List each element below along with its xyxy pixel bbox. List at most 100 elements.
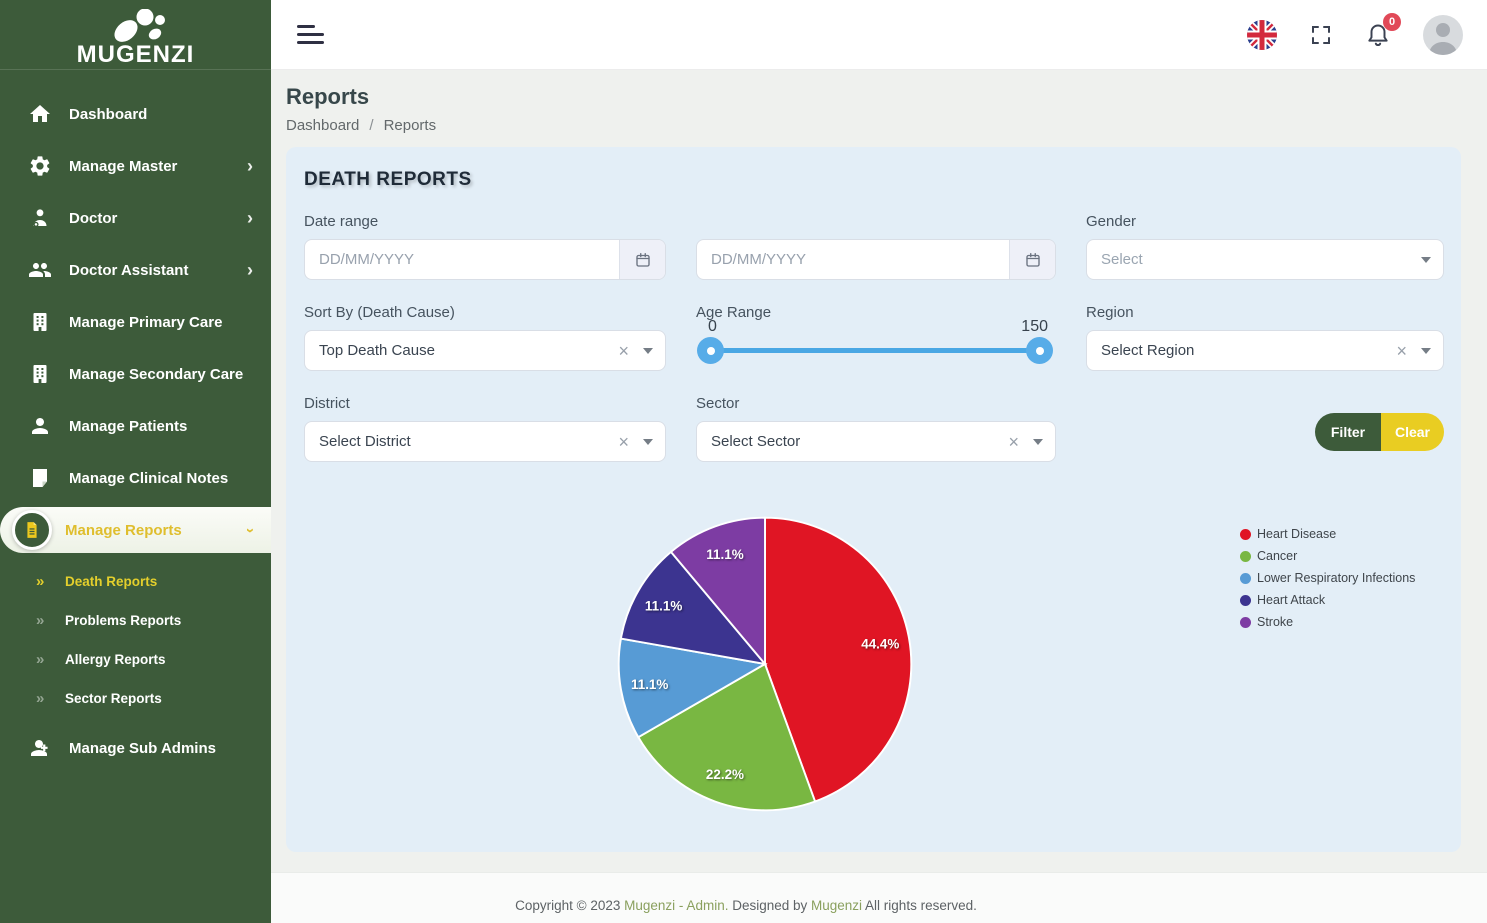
submenu-item-label: Allergy Reports [65, 652, 166, 667]
chevron-down-icon [1421, 256, 1431, 263]
gender-select-value: Select [1101, 251, 1143, 268]
sidebar-item-manage-patients[interactable]: Manage Patients [0, 400, 271, 452]
sidebar-item-label: Manage Master [69, 157, 178, 175]
date-from-calendar-button[interactable] [619, 240, 665, 279]
pie-slice-heart-disease[interactable] [764, 516, 913, 803]
chevron-right-icon: › [247, 259, 253, 280]
mugenzi-link[interactable]: Mugenzi [811, 898, 863, 913]
sidebar-item-manage-clinical-notes[interactable]: Manage Clinical Notes [0, 452, 271, 504]
submenu-item-allergy-reports[interactable]: » Allergy Reports [0, 640, 271, 679]
region-select[interactable]: Select Region × [1086, 330, 1444, 371]
brand-logo[interactable]: MUGENZI [0, 0, 271, 70]
date-to-field [696, 213, 1056, 280]
breadcrumb-dashboard[interactable]: Dashboard [286, 117, 360, 134]
breadcrumb-reports: Reports [383, 117, 437, 134]
district-select[interactable]: Select District × [304, 421, 666, 462]
pills-logo-icon [113, 8, 165, 42]
sector-select[interactable]: Select Sector × [696, 421, 1056, 462]
sector-select-value: Select Sector [711, 433, 801, 450]
legend-item-stroke[interactable]: Stroke [1240, 615, 1415, 629]
topbar: 0 [271, 0, 1487, 70]
sidebar-item-manage-master[interactable]: Manage Master › [0, 140, 271, 192]
topbar-actions: 0 [1247, 12, 1463, 55]
fullscreen-button[interactable] [1309, 23, 1333, 47]
sidebar-item-label: Doctor [69, 209, 118, 227]
legend-item-heart-attack[interactable]: Heart Attack [1240, 593, 1415, 607]
notifications-button[interactable]: 0 [1365, 12, 1401, 48]
legend-dot [1240, 528, 1251, 540]
age-range-slider[interactable] [697, 337, 1053, 364]
reports-submenu: » Death Reports » Problems Reports » All… [0, 556, 271, 722]
age-range-handle-max[interactable] [1026, 337, 1053, 364]
language-flag-button[interactable] [1247, 19, 1277, 50]
death-causes-pie-chart: 44.4% 22.2% 11.1% 11.1% 11.1% [611, 510, 919, 818]
mugenzi-admin-link[interactable]: Mugenzi - Admin. [624, 898, 729, 913]
district-field: District Select District × [304, 395, 666, 462]
sidebar-toggle-button[interactable] [297, 25, 324, 44]
legend-label: Cancer [1257, 549, 1298, 563]
submenu-item-death-reports[interactable]: » Death Reports [0, 562, 271, 601]
copyright-prefix: Copyright © 2023 [515, 898, 625, 913]
submenu-item-label: Sector Reports [65, 691, 162, 706]
pie-slice-label: 11.1% [631, 677, 668, 692]
clear-button[interactable]: Clear [1381, 413, 1444, 451]
uk-flag-icon [1247, 19, 1277, 50]
gender-field: Gender Select [1086, 213, 1444, 280]
brand-name: MUGENZI [76, 40, 195, 68]
home-icon [30, 105, 50, 122]
clear-selection-icon[interactable]: × [618, 340, 629, 361]
user-avatar[interactable] [1423, 14, 1463, 55]
clear-selection-icon[interactable]: × [1396, 340, 1407, 361]
clear-selection-icon[interactable]: × [1008, 431, 1019, 452]
copyright-middle: Designed by [728, 898, 812, 913]
sidebar-item-manage-reports[interactable]: Manage Reports › [0, 507, 271, 553]
sidebar-item-doctor[interactable]: Doctor › [0, 192, 271, 244]
legend-item-cancer[interactable]: Cancer [1240, 549, 1415, 563]
sidebar-item-label: Manage Clinical Notes [69, 469, 229, 487]
pie-slice-label: 11.1% [706, 547, 743, 562]
date-to-calendar-button[interactable] [1009, 240, 1055, 279]
legend-label: Heart Disease [1257, 527, 1337, 541]
district-select-value: Select District [319, 433, 411, 450]
submenu-item-label: Problems Reports [65, 613, 182, 628]
avatar-person-icon [1429, 22, 1457, 55]
filter-button[interactable]: Filter [1315, 413, 1381, 451]
age-range-max-value: 150 [1021, 318, 1048, 335]
pie-slice-heart-attack[interactable] [619, 550, 768, 666]
sidebar-item-dashboard[interactable]: Dashboard [0, 88, 271, 140]
sector-field: Sector Select Sector × [696, 395, 1056, 462]
pie-slice-stroke[interactable] [669, 516, 766, 667]
pie-slice-cancer[interactable] [636, 662, 817, 812]
date-to-input[interactable] [697, 240, 1009, 279]
pie-slice-label: 11.1% [645, 598, 682, 613]
legend-item-heart-disease[interactable]: Heart Disease [1240, 527, 1415, 541]
death-reports-panel: DEATH REPORTS Date range [286, 147, 1461, 852]
hospital-icon [33, 313, 47, 331]
pie-slice-lower-respiratory-infections[interactable] [617, 637, 768, 739]
submenu-item-sector-reports[interactable]: » Sector Reports [0, 679, 271, 718]
date-from-input[interactable] [305, 240, 619, 279]
region-field: Region Select Region × [1086, 304, 1444, 371]
legend-dot [1240, 616, 1251, 628]
sidebar-item-manage-secondary-care[interactable]: Manage Secondary Care [0, 348, 271, 400]
clear-selection-icon[interactable]: × [618, 431, 629, 452]
region-select-value: Select Region [1101, 342, 1195, 359]
sidebar-item-doctor-assistant[interactable]: Doctor Assistant › [0, 244, 271, 296]
sidebar-item-manage-sub-admins[interactable]: Manage Sub Admins [0, 722, 271, 774]
legend-item-lower-respiratory-infections[interactable]: Lower Respiratory Infections [1240, 571, 1415, 585]
fullscreen-icon [1312, 25, 1330, 44]
breadcrumb: Dashboard / Reports [286, 117, 1487, 134]
age-range-handle-min[interactable] [697, 337, 724, 364]
double-chevron-icon: » [36, 612, 45, 629]
date-from-field: Date range [304, 213, 666, 280]
sidebar-item-label: Manage Secondary Care [69, 365, 244, 383]
content-area: Reports Dashboard / Reports DEATH REPORT… [271, 70, 1487, 923]
submenu-item-problems-reports[interactable]: » Problems Reports [0, 601, 271, 640]
age-range-label: Age Range [696, 304, 772, 321]
sidebar-item-manage-primary-care[interactable]: Manage Primary Care [0, 296, 271, 348]
person-add-icon [31, 740, 48, 756]
gender-select[interactable]: Select [1086, 239, 1444, 280]
bell-icon [1368, 23, 1388, 46]
gear-icon [30, 156, 50, 176]
sort-by-select[interactable]: Top Death Cause × [304, 330, 666, 371]
